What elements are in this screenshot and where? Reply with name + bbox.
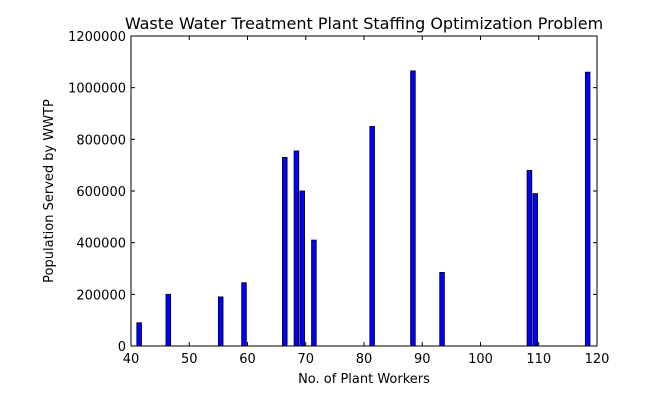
x-tick-label: 80 [356,352,373,367]
y-axis-label: Population Served by WWTP [42,99,57,283]
x-tick-label: 90 [414,352,431,367]
y-tick-label: 200000 [76,288,126,303]
plot-area [131,36,597,346]
ticks-group: 40 50 60 70 80 90 100 110 120 0 200000 400000 600000… [68,30,609,367]
bar [299,190,305,347]
y-tick-label: 0 [118,340,126,355]
bar [439,271,445,347]
bar [241,282,247,347]
x-axis-label: No. of Plant Workers [298,372,430,387]
x-tick-label: 50 [181,352,198,367]
y-tick-label: 1200000 [68,30,126,45]
bar [410,70,416,347]
x-tick-label: 100 [468,352,493,367]
x-tick-label: 120 [585,352,610,367]
bar [217,296,224,347]
bar [369,126,375,347]
x-tick-label: 110 [526,352,551,367]
y-tick-label: 1000000 [68,82,126,97]
bar [584,71,591,347]
y-tick-label: 800000 [76,133,126,148]
chart-title: Waste Water Treatment Plant Staffing Opt… [125,14,603,33]
plot-frame [130,35,598,347]
x-tick-label: 70 [297,352,314,367]
bar [311,239,317,347]
bar [526,169,533,347]
bar [532,193,538,347]
x-tick-label: 60 [239,352,256,367]
bar [282,157,288,347]
y-tick-label: 600000 [76,185,126,200]
bar [136,322,142,347]
bar [165,293,172,347]
y-tick-label: 400000 [76,237,126,252]
bar [293,150,300,347]
x-tick-label: 40 [123,352,140,367]
